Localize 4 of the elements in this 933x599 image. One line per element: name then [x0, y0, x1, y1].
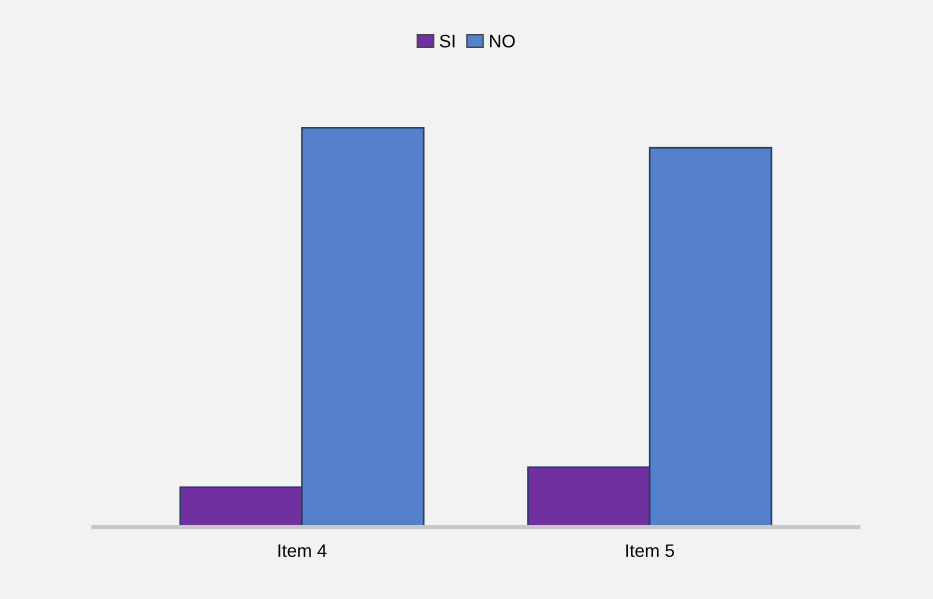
legend-label: SI [440, 34, 454, 48]
legend-label: NO [490, 34, 515, 48]
x-tick-label: Item 4 [278, 544, 327, 558]
x-tick-label: Item 5 [626, 544, 674, 558]
